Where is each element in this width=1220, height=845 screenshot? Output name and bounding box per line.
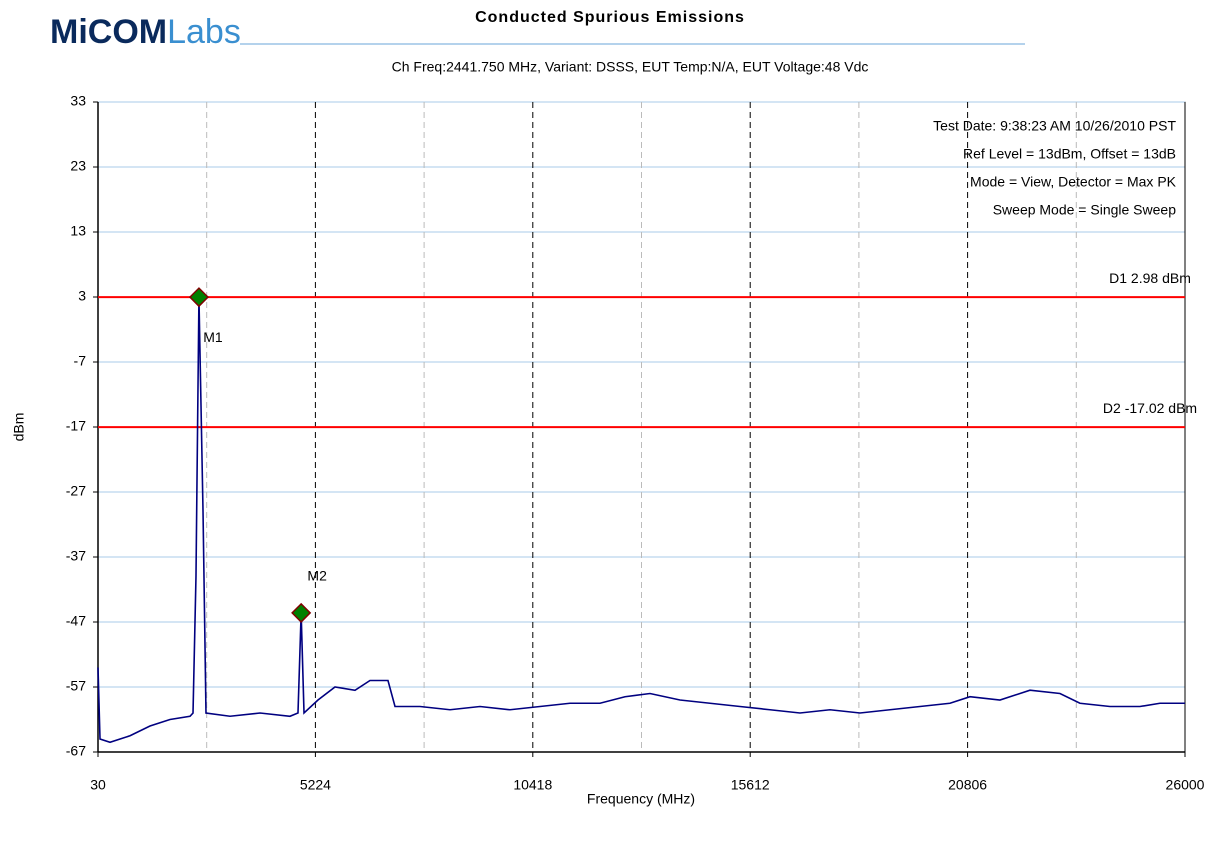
info-text: Sweep Mode = Single Sweep bbox=[993, 202, 1176, 218]
y-axis-label: dBm bbox=[11, 413, 27, 442]
logo-light: Labs bbox=[167, 13, 241, 51]
info-text: Ref Level = 13dBm, Offset = 13dB bbox=[963, 146, 1176, 162]
y-tick-label: -47 bbox=[66, 613, 86, 629]
y-tick-label: 3 bbox=[78, 288, 86, 304]
x-tick-label: 10418 bbox=[513, 777, 552, 793]
info-text: Test Date: 9:38:23 AM 10/26/2010 PST bbox=[933, 118, 1176, 134]
marker bbox=[291, 602, 312, 623]
y-tick-label: -7 bbox=[74, 353, 87, 369]
y-tick-label: -17 bbox=[66, 418, 86, 434]
chart-title: Conducted Spurious Emissions bbox=[475, 9, 745, 26]
x-tick-label: 5224 bbox=[300, 777, 331, 793]
x-tick-label: 20806 bbox=[948, 777, 987, 793]
y-tick-label: -67 bbox=[66, 743, 86, 759]
x-tick-label: 30 bbox=[90, 777, 106, 793]
logo-bold: MiCOM bbox=[50, 13, 167, 51]
logo: MiCOMLabs bbox=[50, 13, 241, 51]
marker bbox=[188, 287, 210, 308]
x-tick-label: 26000 bbox=[1166, 777, 1205, 793]
y-tick-label: -37 bbox=[66, 548, 86, 564]
x-axis-label: Frequency (MHz) bbox=[587, 791, 695, 807]
trace bbox=[97, 297, 1185, 744]
info-text: Mode = View, Detector = Max PK bbox=[970, 174, 1177, 190]
marker-label: M1 bbox=[203, 329, 223, 345]
y-tick-label: 13 bbox=[70, 223, 86, 239]
chart-subtitle: Ch Freq:2441.750 MHz, Variant: DSSS, EUT… bbox=[392, 59, 869, 75]
marker-label: M2 bbox=[307, 568, 327, 584]
y-tick-label: -27 bbox=[66, 483, 86, 499]
x-tick-label: 15612 bbox=[731, 777, 770, 793]
y-tick-label: 23 bbox=[70, 158, 86, 174]
limit-label: D1 2.98 dBm bbox=[1109, 270, 1191, 286]
y-tick-label: -57 bbox=[66, 678, 86, 694]
y-tick-label: 33 bbox=[70, 93, 86, 109]
limit-label: D2 -17.02 dBm bbox=[1103, 400, 1197, 416]
